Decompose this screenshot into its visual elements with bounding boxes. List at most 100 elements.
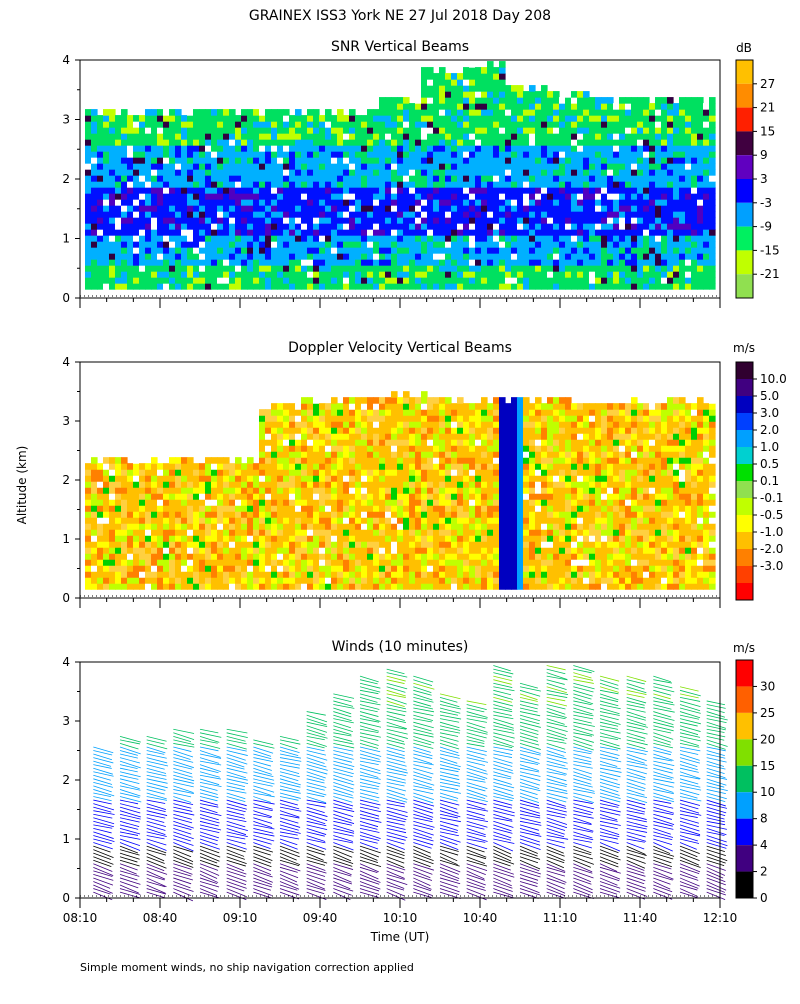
snr-cell [199, 133, 206, 140]
doppler-cell [403, 403, 410, 410]
snr-cell [547, 193, 554, 200]
doppler-cell [385, 445, 392, 452]
snr-cell [631, 235, 638, 242]
doppler-cell [325, 511, 332, 518]
doppler-cell [211, 577, 218, 584]
snr-cell [295, 283, 302, 290]
doppler-cell [391, 517, 398, 524]
snr-cell [571, 217, 578, 224]
snr-cell [133, 259, 140, 266]
snr-cell [379, 157, 386, 164]
snr-cell [463, 91, 470, 98]
snr-cell [283, 241, 290, 248]
snr-cell [709, 187, 716, 194]
snr-cell [523, 193, 530, 200]
snr-cell [355, 265, 362, 272]
doppler-cell [193, 577, 200, 584]
doppler-cell [115, 577, 122, 584]
doppler-cell [259, 523, 266, 530]
doppler-cell [331, 397, 338, 404]
doppler-cell [175, 487, 182, 494]
snr-cell [361, 193, 368, 200]
doppler-cell [127, 529, 134, 536]
snr-cell [271, 121, 278, 128]
doppler-cell [355, 577, 362, 584]
snr-cell [577, 109, 584, 116]
doppler-cell [397, 397, 404, 404]
snr-cell [175, 139, 182, 146]
doppler-cell [355, 505, 362, 512]
snr-cell [127, 265, 134, 272]
snr-cell [535, 145, 542, 152]
doppler-cell [193, 535, 200, 542]
doppler-cell [283, 415, 290, 422]
snr-cell [463, 121, 470, 128]
doppler-cell [271, 553, 278, 560]
snr-cell [637, 97, 644, 104]
doppler-cell [127, 499, 134, 506]
snr-cell [511, 265, 518, 272]
doppler-cell [283, 433, 290, 440]
snr-cell [589, 151, 596, 158]
snr-cell [667, 265, 674, 272]
snr-cell [685, 211, 692, 218]
snr-cell [619, 223, 626, 230]
snr-cell [217, 121, 224, 128]
doppler-cell [229, 559, 236, 566]
snr-cell [109, 121, 116, 128]
snr-cell [691, 145, 698, 152]
doppler-cell [151, 511, 158, 518]
snr-cell [349, 283, 356, 290]
snr-cell [613, 145, 620, 152]
doppler-cell [103, 481, 110, 488]
doppler-cell [211, 529, 218, 536]
snr-cell [559, 157, 566, 164]
doppler-cell [205, 475, 212, 482]
doppler-cell [343, 535, 350, 542]
doppler-cell [361, 427, 368, 434]
snr-cell [379, 223, 386, 230]
snr-cell [133, 121, 140, 128]
snr-cell [169, 139, 176, 146]
snr-cell [703, 163, 710, 170]
doppler-cell [307, 469, 314, 476]
snr-cell [463, 205, 470, 212]
doppler-cell [295, 433, 302, 440]
doppler-cell [229, 583, 236, 590]
snr-cell [487, 175, 494, 182]
snr-cell [421, 163, 428, 170]
snr-cell [559, 187, 566, 194]
doppler-cell [355, 469, 362, 476]
snr-cell [499, 127, 506, 134]
snr-cell [301, 115, 308, 122]
snr-cell [367, 205, 374, 212]
snr-cell [553, 247, 560, 254]
snr-cell [433, 169, 440, 176]
snr-cell [199, 259, 206, 266]
doppler-cell [265, 523, 272, 530]
snr-cell [517, 181, 524, 188]
snr-cell [349, 115, 356, 122]
snr-cell [409, 259, 416, 266]
doppler-cell [325, 415, 332, 422]
doppler-cell [127, 547, 134, 554]
snr-cell [397, 115, 404, 122]
doppler-cell [229, 499, 236, 506]
doppler-cell [265, 445, 272, 452]
snr-cell [583, 151, 590, 158]
snr-cell [103, 127, 110, 134]
snr-cell [451, 223, 458, 230]
snr-cell [607, 199, 614, 206]
snr-cell [433, 241, 440, 248]
snr-cell [205, 223, 212, 230]
doppler-cell [295, 475, 302, 482]
snr-cell [643, 121, 650, 128]
snr-cell [139, 241, 146, 248]
snr-cell [457, 205, 464, 212]
snr-cell [295, 151, 302, 158]
snr-cell [487, 277, 494, 284]
doppler-cell [385, 529, 392, 536]
snr-cell [145, 163, 152, 170]
doppler-cell [283, 463, 290, 470]
snr-cell [679, 133, 686, 140]
